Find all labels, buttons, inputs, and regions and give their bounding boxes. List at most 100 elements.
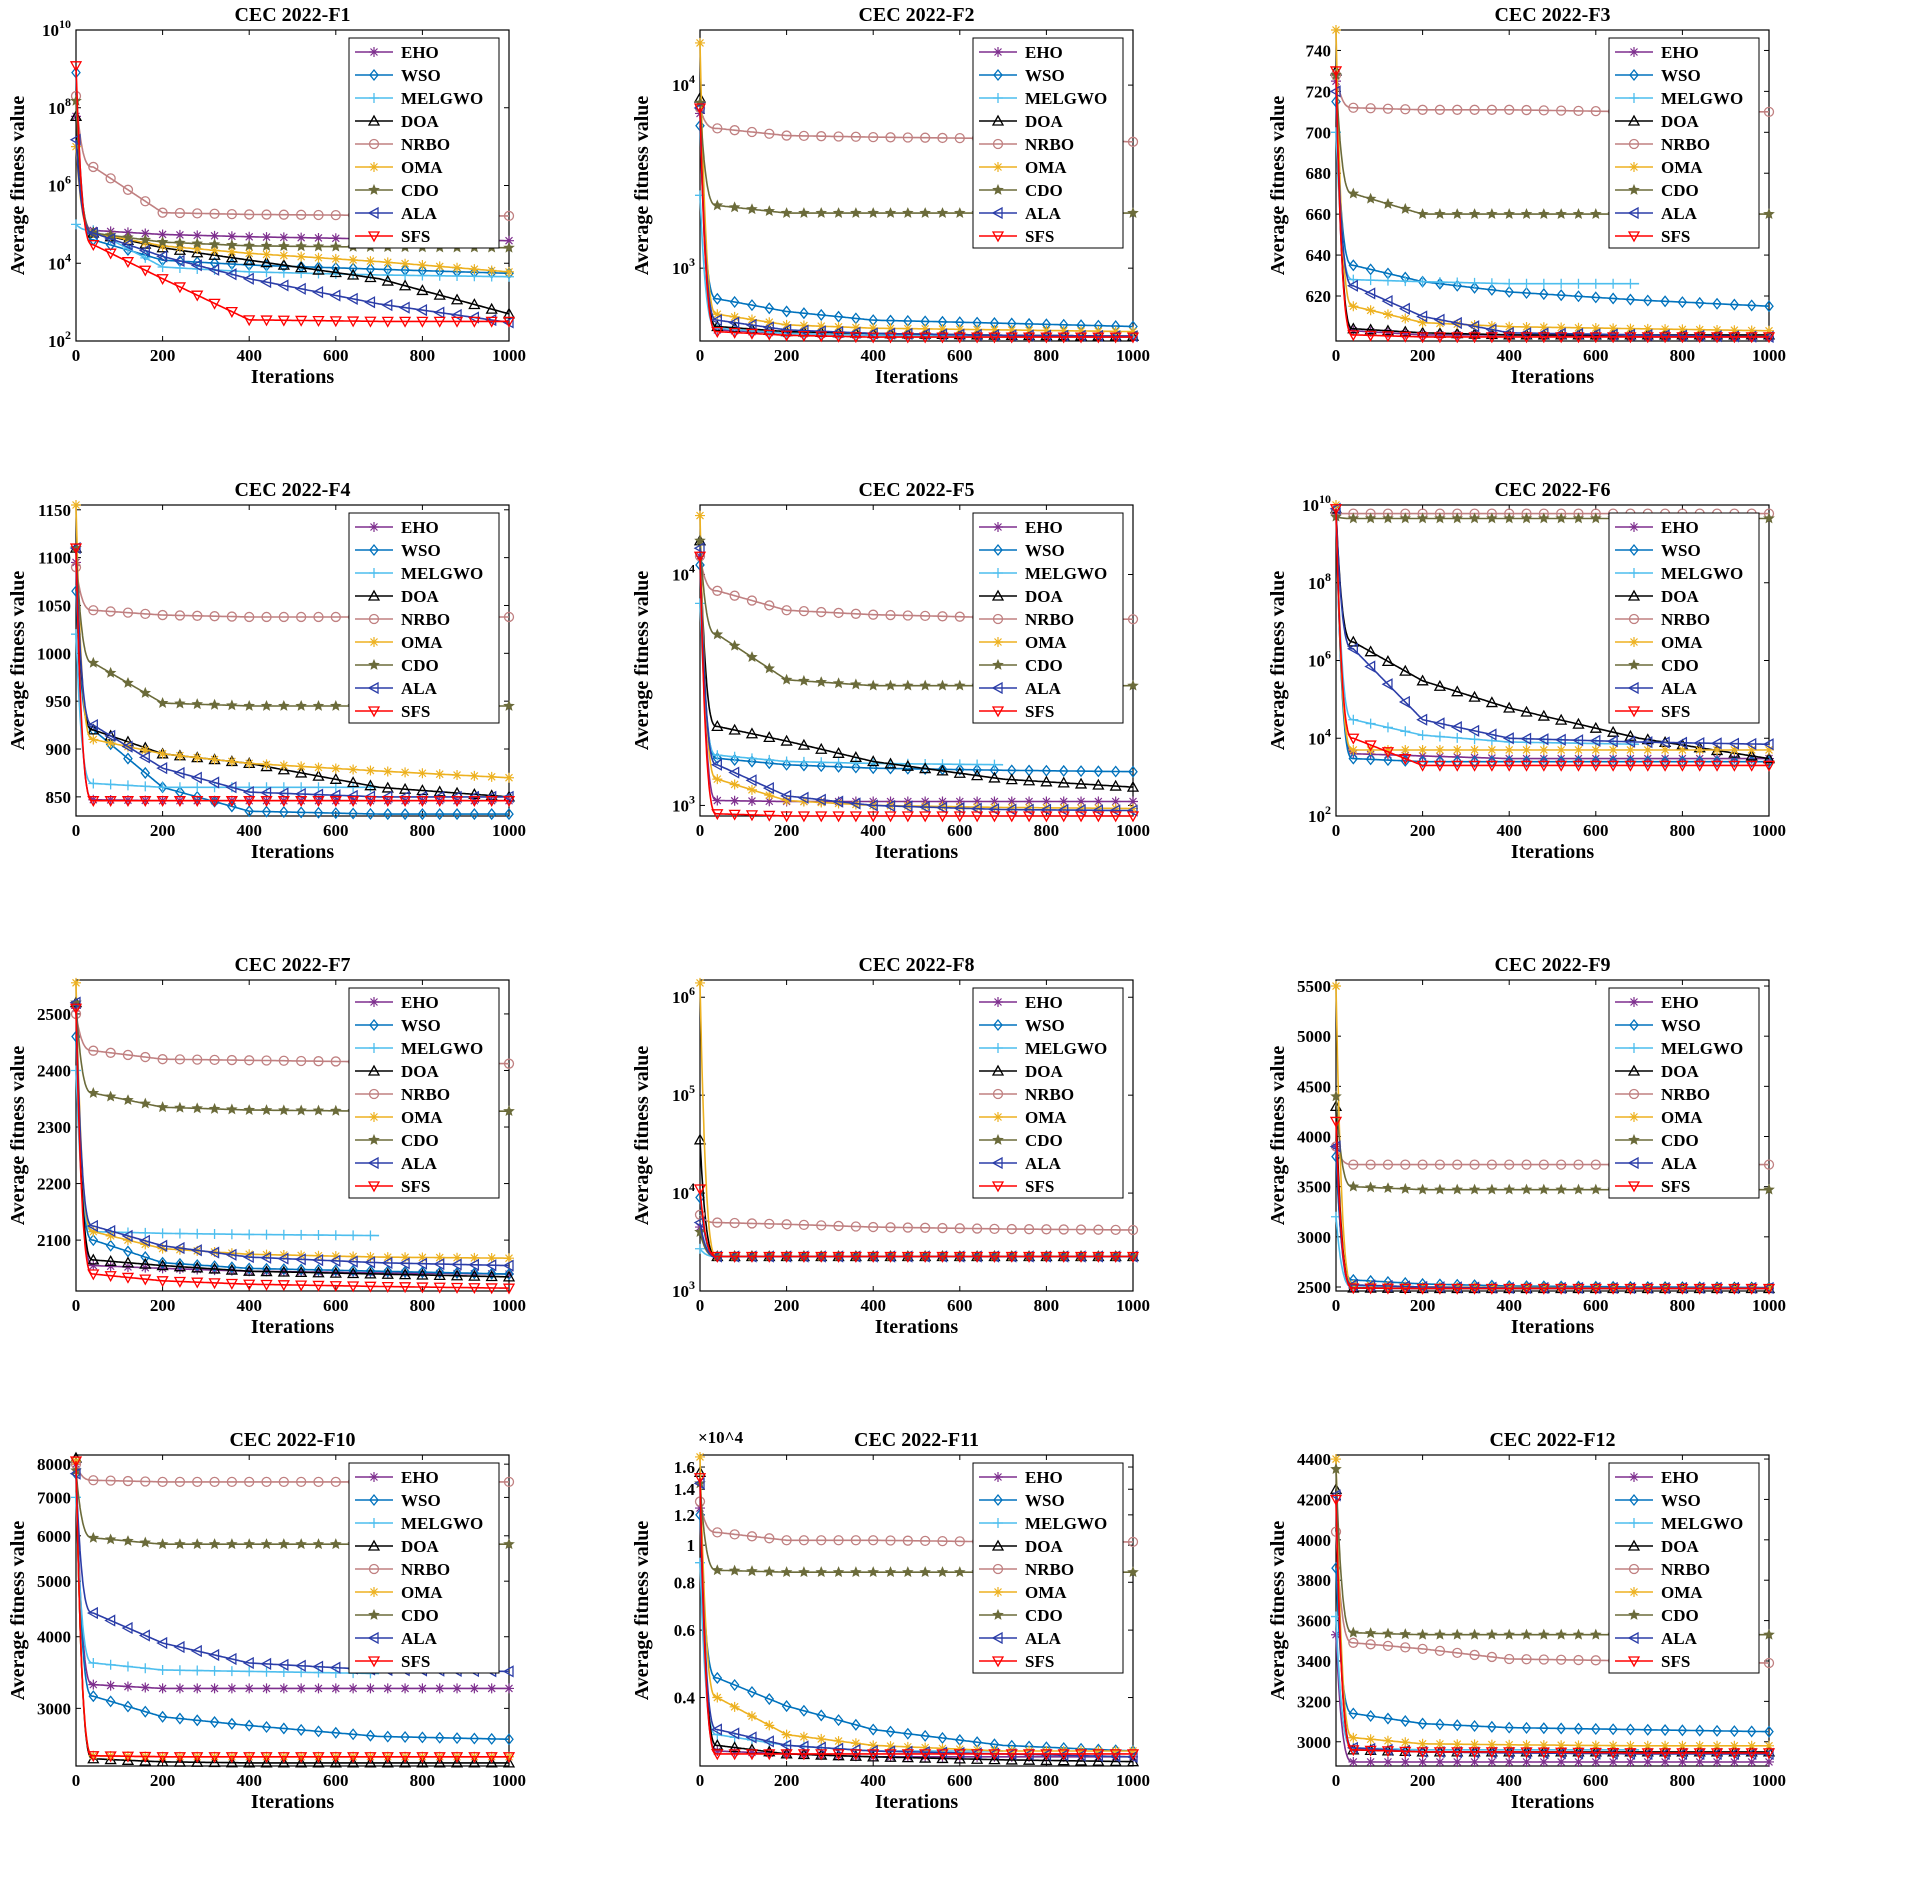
series-marker (140, 228, 151, 239)
chart-title: CEC 2022-F8 (858, 954, 974, 976)
y-tick-label: 1010 (1302, 492, 1331, 515)
series-marker (433, 785, 446, 797)
series-marker (450, 293, 464, 305)
series-marker (364, 796, 377, 808)
legend-marker (1627, 1064, 1641, 1076)
series-marker (816, 1535, 827, 1546)
series-marker (868, 609, 879, 620)
series-marker (1416, 332, 1429, 344)
series-marker (1348, 1637, 1359, 1648)
x-tick-label: 600 (323, 1771, 349, 1790)
series-marker (1058, 764, 1069, 777)
y-axis-label: Average fitness value (7, 1046, 29, 1226)
series-marker (1590, 323, 1601, 334)
series-marker (1676, 760, 1689, 772)
series-marker (157, 782, 168, 793)
series-marker (243, 796, 256, 808)
series-marker (728, 316, 740, 329)
series-marker (122, 607, 134, 618)
x-tick-label: 800 (410, 821, 436, 840)
series-marker (1539, 1722, 1549, 1735)
legend-marker (369, 1587, 379, 1597)
series-marker (330, 1264, 341, 1277)
series-marker (173, 1640, 185, 1654)
series-marker (140, 1705, 151, 1718)
series-marker (1503, 1283, 1516, 1295)
legend-item-sfs: SFS (355, 1652, 430, 1671)
x-axis-label: Iterations (251, 841, 335, 863)
series-marker (1057, 776, 1070, 788)
series-marker (832, 1749, 845, 1761)
legend-marker (1627, 1181, 1641, 1193)
series-marker (1382, 103, 1394, 114)
series-marker (1452, 1739, 1463, 1750)
legend-marker (993, 47, 1003, 57)
legend-marker (1627, 1539, 1641, 1551)
series-marker (1434, 1159, 1446, 1170)
series-marker (173, 1276, 187, 1288)
series-marker (452, 770, 463, 781)
series-marker (693, 103, 707, 115)
series-marker (209, 1683, 220, 1694)
series-marker (156, 1239, 168, 1252)
legend-label: CDO (1661, 181, 1699, 200)
series-marker (173, 1241, 185, 1255)
legend-marker (367, 1064, 381, 1076)
x-tick-label: 0 (696, 346, 705, 365)
series-marker (502, 1665, 514, 1678)
series-marker (1520, 332, 1533, 344)
series-marker (346, 292, 358, 305)
series-marker (416, 303, 428, 317)
series-marker (468, 796, 481, 808)
series-marker (797, 811, 811, 823)
series-marker (398, 1282, 412, 1294)
series-marker (1058, 1746, 1069, 1757)
series-marker (261, 232, 272, 243)
legend-marker (993, 1472, 1003, 1482)
series-marker (192, 752, 203, 763)
legend-marker (1629, 1587, 1639, 1597)
series-marker (1573, 755, 1584, 768)
series-marker (208, 238, 221, 250)
series-marker (1710, 737, 1722, 750)
legend-marker (369, 543, 379, 557)
series-marker (1331, 981, 1341, 992)
series-marker (105, 1695, 116, 1708)
series-marker (174, 236, 186, 248)
y-tick-label: 7000 (37, 1488, 71, 1507)
legend-item-doa: DOA (979, 112, 1064, 131)
series-marker (174, 1054, 186, 1065)
series-marker (121, 1229, 133, 1242)
series-marker (1329, 1116, 1343, 1128)
series-marker (140, 1476, 151, 1487)
series-marker (729, 795, 740, 806)
series-marker (156, 697, 169, 708)
series-marker (1433, 332, 1447, 344)
series-marker (208, 1246, 220, 1259)
series-marker (329, 240, 342, 252)
series-marker (1641, 733, 1654, 745)
series-marker (1589, 1283, 1602, 1295)
x-tick-label: 400 (860, 1296, 886, 1315)
y-tick-label: 2500 (1297, 1278, 1331, 1297)
series-marker (1762, 328, 1776, 340)
y-tick-label: 720 (1306, 82, 1332, 101)
series-marker (434, 1252, 445, 1263)
legend-item-nrbo: NRBO (355, 610, 450, 629)
legend-item-sfs: SFS (355, 227, 430, 246)
series-marker (971, 1752, 984, 1764)
series-marker (156, 1276, 169, 1288)
x-tick-label: 1000 (492, 346, 526, 365)
series-marker (711, 199, 724, 211)
series-marker (329, 699, 342, 711)
series-marker (1382, 327, 1393, 338)
series-marker (416, 796, 429, 808)
legend-item-sfs: SFS (1615, 702, 1690, 721)
series-marker (226, 756, 237, 767)
series-marker (330, 1476, 341, 1488)
series-marker (157, 229, 168, 240)
y-tick-label: 1.4 (674, 1480, 696, 1499)
series-marker (260, 1752, 273, 1764)
series-marker (88, 605, 99, 616)
series-marker (953, 811, 966, 823)
